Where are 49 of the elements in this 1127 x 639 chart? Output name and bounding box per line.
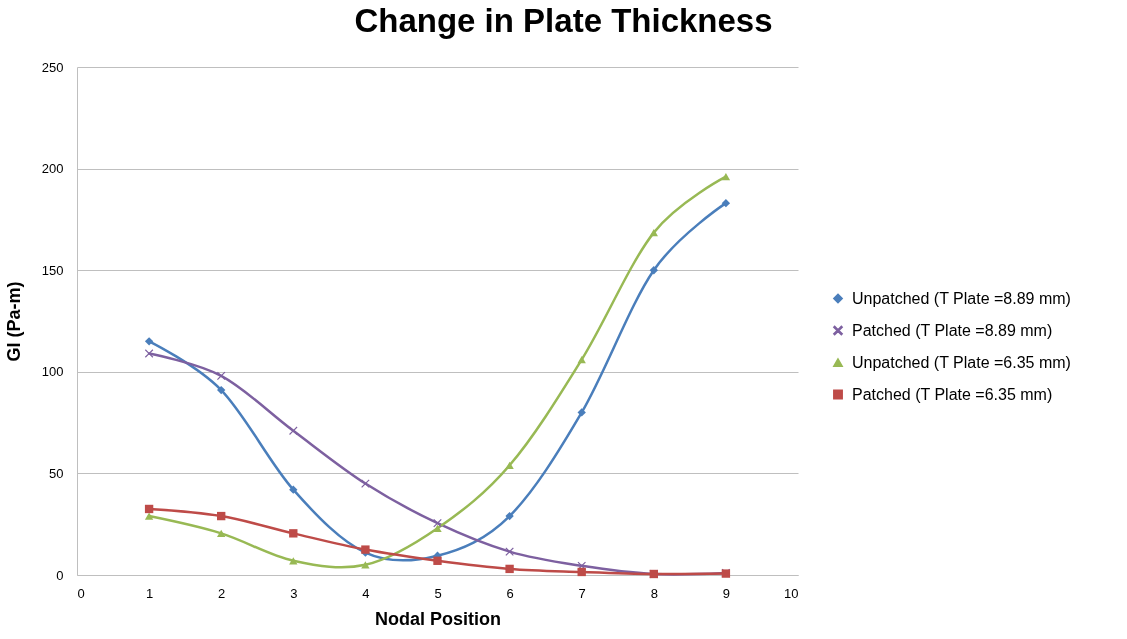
legend-label: Patched (T Plate =8.89 mm) — [852, 321, 1053, 339]
x-tick-label: 1 — [145, 585, 154, 601]
x-tick-label: 8 — [650, 585, 658, 601]
x-tick-label: 9 — [722, 585, 731, 601]
point — [289, 485, 298, 494]
x-tick-label: 7 — [578, 585, 586, 601]
point — [577, 567, 586, 577]
x-tick-label: 4 — [362, 585, 370, 601]
y-tick-label: 50 — [49, 465, 64, 481]
point — [721, 198, 731, 208]
chart-title: Change in Plate Thickness — [354, 2, 773, 39]
point — [649, 266, 658, 275]
point — [217, 511, 226, 521]
x-tick-label: 10 — [784, 585, 799, 601]
y-axis-title: GI (Pa-m) — [3, 281, 24, 362]
y-tick-label: 150 — [41, 262, 64, 278]
point — [505, 461, 514, 469]
point — [144, 337, 154, 346]
x-tick-label: 6 — [506, 585, 514, 601]
point — [144, 504, 154, 514]
point — [217, 385, 226, 395]
point — [289, 529, 298, 538]
point — [433, 519, 442, 528]
x-axis-title: Nodal Position — [375, 608, 501, 629]
point — [505, 564, 514, 574]
y-tick-label: 250 — [41, 59, 64, 75]
legend-label: Unpatched (T Plate =8.89 mm) — [852, 289, 1071, 307]
point — [577, 355, 586, 364]
point — [505, 511, 514, 521]
x-tick-label: 5 — [434, 585, 442, 601]
point — [289, 557, 298, 565]
x-tick-label: 3 — [290, 585, 298, 601]
point — [144, 512, 154, 520]
point — [433, 556, 442, 565]
legend-label: Patched (T Plate =6.35 mm) — [852, 385, 1053, 403]
x-tick-label: 0 — [77, 585, 85, 601]
y-tick-label: 0 — [56, 567, 64, 583]
x-tick-label: 2 — [218, 585, 226, 601]
point — [217, 529, 226, 537]
y-tick-label: 200 — [41, 161, 64, 177]
point — [433, 524, 442, 532]
point — [361, 561, 370, 569]
point — [649, 228, 658, 237]
legend-label: Unpatched (T Plate =6.35 mm) — [852, 353, 1071, 371]
point — [144, 349, 154, 358]
point — [217, 371, 226, 381]
y-tick-label: 100 — [41, 364, 64, 380]
point — [577, 408, 586, 417]
point — [721, 173, 731, 181]
